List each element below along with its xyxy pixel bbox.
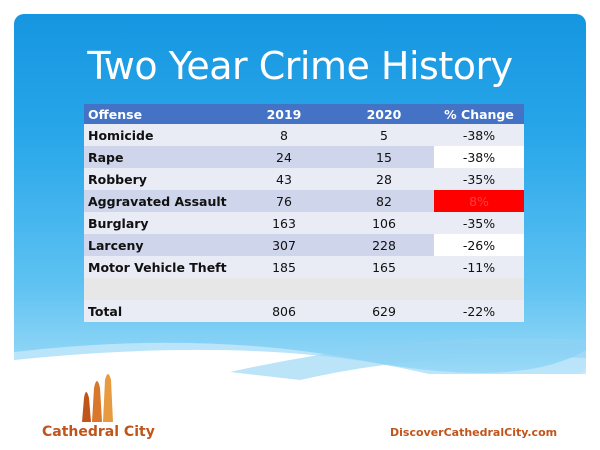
value-2019-cell: 8 [234,124,334,146]
total-2019: 806 [234,300,334,322]
change-cell: -38% [434,124,524,146]
blank-cell [84,278,234,300]
total-row: Total 806 629 -22% [84,300,524,322]
offense-cell: Motor Vehicle Theft [84,256,234,278]
value-2020-cell: 165 [334,256,434,278]
value-2020-cell: 82 [334,190,434,212]
table-row: Rape 24 15 -38% [84,146,524,168]
value-2020-cell: 228 [334,234,434,256]
blank-cell [334,278,434,300]
table-row: Homicide 8 5 -38% [84,124,524,146]
value-2019-cell: 43 [234,168,334,190]
header-offense: Offense [84,104,234,124]
value-2019-cell: 24 [234,146,334,168]
offense-cell: Homicide [84,124,234,146]
table-header-row: Offense 2019 2020 % Change [84,104,524,124]
change-cell: -11% [434,256,524,278]
table-row: Burglary 163 106 -35% [84,212,524,234]
page-title: Two Year Crime History [87,44,513,88]
change-cell: -38% [434,146,524,168]
value-2020-cell: 28 [334,168,434,190]
offense-cell: Rape [84,146,234,168]
offense-cell: Larceny [84,234,234,256]
value-2019-cell: 307 [234,234,334,256]
value-2019-cell: 185 [234,256,334,278]
city-name: Cathedral City [42,424,155,440]
header-2019: 2019 [234,104,334,124]
crime-table: Offense 2019 2020 % Change Homicide 8 5 … [84,104,524,322]
table-row: Robbery 43 28 -35% [84,168,524,190]
value-2019-cell: 163 [234,212,334,234]
value-2019-cell: 76 [234,190,334,212]
offense-cell: Burglary [84,212,234,234]
total-change: -22% [434,300,524,322]
blank-cell [234,278,334,300]
value-2020-cell: 106 [334,212,434,234]
blank-row [84,278,524,300]
cathedral-city-logo-icon [82,374,113,422]
change-cell: -26% [434,234,524,256]
table-row: Aggravated Assault 76 82 8% [84,190,524,212]
value-2020-cell: 15 [334,146,434,168]
header-change: % Change [434,104,524,124]
total-label: Total [84,300,234,322]
offense-cell: Aggravated Assault [84,190,234,212]
change-cell: -35% [434,212,524,234]
change-cell: -35% [434,168,524,190]
blank-cell [434,278,524,300]
website-link[interactable]: DiscoverCathedralCity.com [390,426,558,439]
table-row: Motor Vehicle Theft 185 165 -11% [84,256,524,278]
change-cell-increase: 8% [434,190,524,212]
table-row: Larceny 307 228 -26% [84,234,524,256]
value-2020-cell: 5 [334,124,434,146]
offense-cell: Robbery [84,168,234,190]
total-2020: 629 [334,300,434,322]
header-2020: 2020 [334,104,434,124]
